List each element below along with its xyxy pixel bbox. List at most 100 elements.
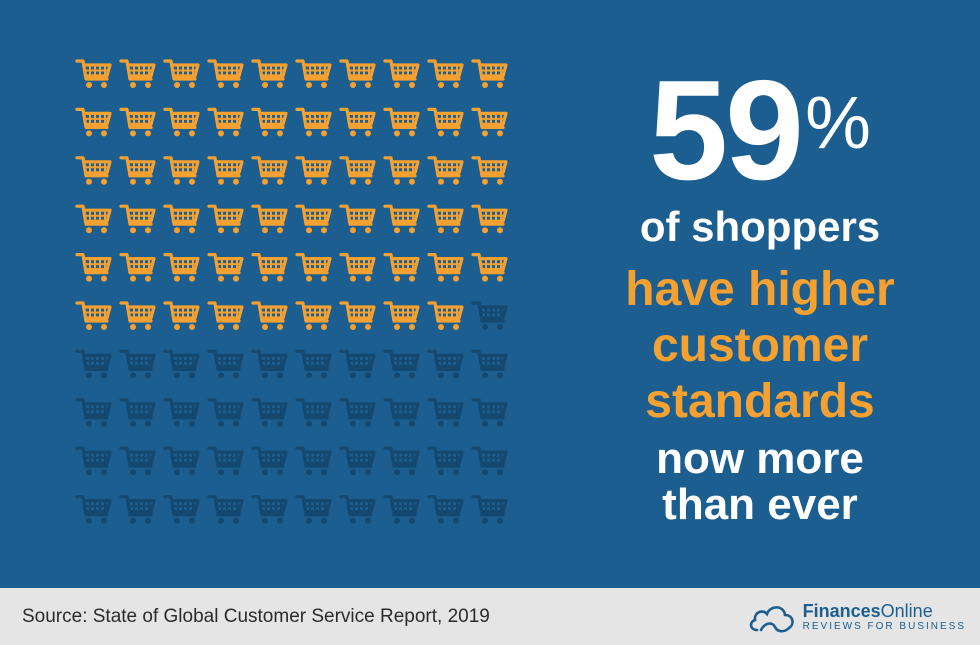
shopping-cart-icon-highlighted <box>75 253 112 282</box>
cart-pictogram <box>74 54 514 538</box>
shopping-cart-icon-highlighted <box>119 156 156 185</box>
shopping-cart-icon <box>251 495 288 524</box>
shopping-cart-icon <box>295 349 332 379</box>
percentage-value: 59 <box>649 51 804 210</box>
shopping-cart-icon <box>207 398 244 427</box>
logo-name: FinancesOnline <box>803 601 966 621</box>
shopping-cart-icon-highlighted <box>251 156 288 185</box>
shopping-cart-icon <box>427 398 464 427</box>
shopping-cart-icon-highlighted <box>163 204 200 234</box>
shopping-cart-icon-highlighted <box>251 301 288 330</box>
shopping-cart-icon-highlighted <box>75 204 112 234</box>
shopping-cart-icon-highlighted <box>207 253 244 282</box>
shopping-cart-icon <box>119 495 156 524</box>
shopping-cart-icon-highlighted <box>295 107 332 137</box>
shopping-cart-icon <box>119 446 156 476</box>
shopping-cart-icon-highlighted <box>383 204 420 234</box>
headline-line-2: have higher <box>625 263 895 316</box>
shopping-cart-icon-highlighted <box>339 59 376 88</box>
logo-text: FinancesOnline REVIEWS FOR BUSINESS <box>803 601 966 633</box>
shopping-cart-icon <box>471 301 508 330</box>
stat-block: 59 % of shoppers have higher customer st… <box>560 60 960 528</box>
percentage-sign: % <box>805 81 871 164</box>
shopping-cart-icon-highlighted <box>119 253 156 282</box>
shopping-cart-icon-highlighted <box>427 301 464 330</box>
shopping-cart-icon-highlighted <box>471 107 508 137</box>
shopping-cart-icon <box>295 495 332 524</box>
financesonline-logo[interactable]: FinancesOnline REVIEWS FOR BUSINESS <box>747 598 966 636</box>
shopping-cart-icon-highlighted <box>339 204 376 234</box>
shopping-cart-icon <box>339 349 376 379</box>
shopping-cart-icon <box>75 495 112 524</box>
shopping-cart-icon <box>251 349 288 379</box>
shopping-cart-icon <box>207 446 244 476</box>
shopping-cart-icon-highlighted <box>75 107 112 137</box>
shopping-cart-icon-highlighted <box>163 59 200 88</box>
shopping-cart-icon-highlighted <box>75 156 112 185</box>
shopping-cart-icon-highlighted <box>295 204 332 234</box>
shopping-cart-icon-highlighted <box>383 301 420 330</box>
shopping-cart-icon-highlighted <box>163 301 200 330</box>
shopping-cart-icon-highlighted <box>75 301 112 330</box>
shopping-cart-icon-highlighted <box>339 107 376 137</box>
shopping-cart-icon-highlighted <box>427 204 464 234</box>
shopping-cart-icon <box>427 349 464 379</box>
shopping-cart-icon <box>163 495 200 524</box>
shopping-cart-icon <box>383 349 420 379</box>
shopping-cart-icon <box>427 495 464 524</box>
shopping-cart-icon <box>207 349 244 379</box>
headline-line-3: customer <box>651 319 869 372</box>
shopping-cart-icon <box>207 495 244 524</box>
shopping-cart-icon <box>339 495 376 524</box>
shopping-cart-icon <box>163 398 200 427</box>
shopping-cart-icon <box>295 446 332 476</box>
shopping-cart-icon-highlighted <box>427 59 464 88</box>
shopping-cart-icon-highlighted <box>163 156 200 185</box>
shopping-cart-icon <box>251 446 288 476</box>
shopping-cart-icon <box>471 349 508 379</box>
shopping-cart-icon-highlighted <box>295 253 332 282</box>
shopping-cart-icon <box>471 446 508 476</box>
headline-line-6: than ever <box>662 480 858 529</box>
shopping-cart-icon <box>75 349 112 379</box>
shopping-cart-icon-highlighted <box>119 59 156 88</box>
headline-line-4: standards <box>645 375 875 428</box>
shopping-cart-icon <box>163 349 200 379</box>
logo-name-rest: Online <box>880 601 933 621</box>
shopping-cart-icon-highlighted <box>119 204 156 234</box>
shopping-cart-icon-highlighted <box>251 107 288 137</box>
footer: Source: State of Global Customer Service… <box>0 588 980 645</box>
big-percentage: 59 % <box>560 51 960 210</box>
shopping-cart-icon <box>427 446 464 476</box>
shopping-cart-icon-highlighted <box>295 156 332 185</box>
shopping-cart-icon-highlighted <box>251 253 288 282</box>
shopping-cart-icon-highlighted <box>383 253 420 282</box>
shopping-cart-icon-highlighted <box>207 107 244 137</box>
shopping-cart-icon-highlighted <box>207 59 244 88</box>
shopping-cart-icon <box>471 398 508 427</box>
shopping-cart-icon-highlighted <box>163 107 200 137</box>
shopping-cart-icon <box>339 398 376 427</box>
logo-name-bold: Finances <box>802 601 881 621</box>
shopping-cart-icon-highlighted <box>207 301 244 330</box>
headline-line-5: now more <box>656 434 864 483</box>
shopping-cart-icon-highlighted <box>295 59 332 88</box>
shopping-cart-icon <box>383 446 420 476</box>
shopping-cart-icon-highlighted <box>427 156 464 185</box>
shopping-cart-icon-highlighted <box>383 107 420 137</box>
shopping-cart-icon-highlighted <box>163 253 200 282</box>
shopping-cart-icon <box>383 495 420 524</box>
shopping-cart-icon <box>163 446 200 476</box>
source-text: Source: State of Global Customer Service… <box>22 606 490 627</box>
shopping-cart-icon-highlighted <box>471 204 508 234</box>
shopping-cart-icon-highlighted <box>471 156 508 185</box>
shopping-cart-icon-highlighted <box>207 204 244 234</box>
shopping-cart-icon <box>295 398 332 427</box>
shopping-cart-icon-highlighted <box>427 107 464 137</box>
shopping-cart-icon-highlighted <box>339 156 376 185</box>
shopping-cart-icon <box>119 349 156 379</box>
shopping-cart-icon <box>471 495 508 524</box>
shopping-cart-icon-highlighted <box>383 59 420 88</box>
shopping-cart-icon-highlighted <box>75 59 112 88</box>
shopping-cart-icon <box>119 398 156 427</box>
